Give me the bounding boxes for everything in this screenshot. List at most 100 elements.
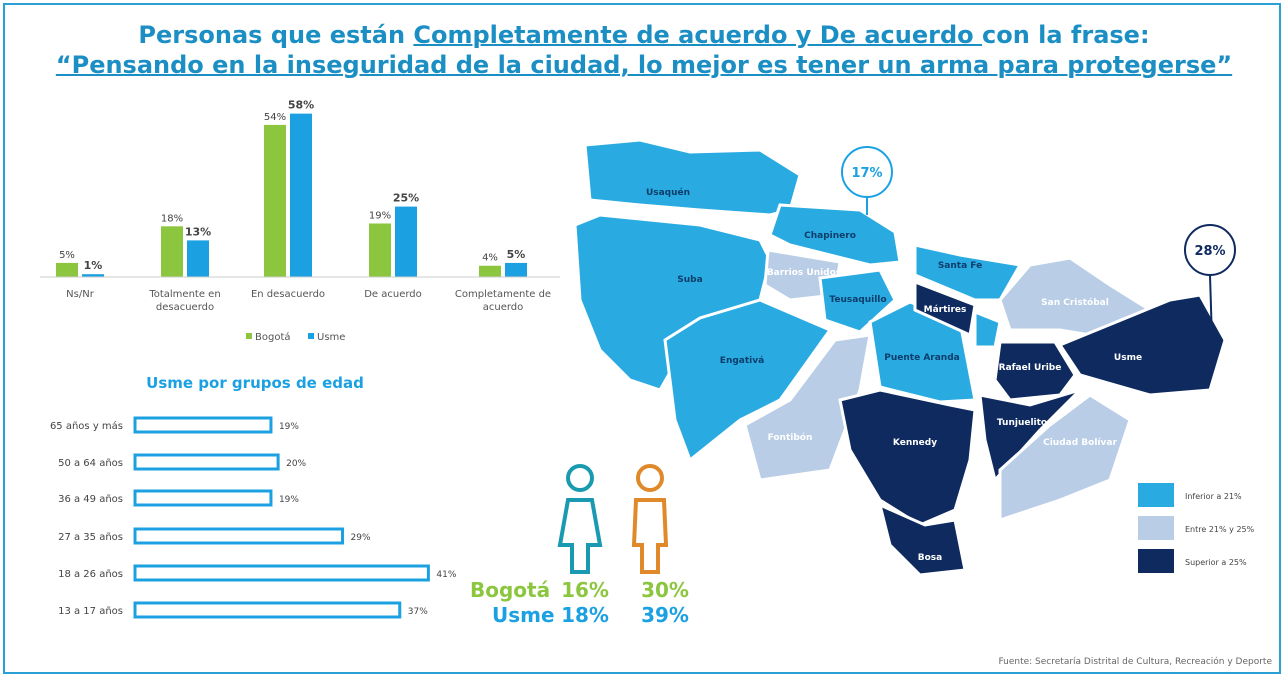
title-emphasis: Completamente de acuerdo y De acuerdo: [413, 21, 982, 49]
map: Usaquén Chapinero Suba Barrios Unidos Teusaq…: [573, 138, 1227, 577]
data-label: 25%: [393, 192, 419, 205]
callout-circle: [841, 146, 893, 198]
district-label: Puente Aranda: [884, 353, 959, 363]
gender-icons: [557, 464, 669, 574]
data-label: 58%: [288, 99, 314, 112]
bar: [264, 124, 286, 278]
male-icon: [631, 464, 669, 574]
data-label: 37%: [408, 607, 428, 617]
legend-swatch: [1138, 516, 1174, 540]
district: [583, 138, 802, 217]
data-label: 29%: [351, 533, 371, 543]
district-label: Mártires: [924, 305, 967, 315]
chart-title: Usme por grupos de edad: [146, 374, 364, 392]
district-label: Chapinero: [804, 231, 856, 241]
bar: [369, 223, 391, 277]
callout-line: [1209, 274, 1213, 341]
header: Personas que están Completamente de acue…: [0, 20, 1288, 80]
district-label: Fontibón: [768, 432, 813, 443]
female-icon: [557, 464, 603, 574]
district-label: Usaquén: [646, 187, 690, 198]
title-tail: con la frase:: [981, 21, 1150, 49]
callout-label: 28%: [1194, 244, 1225, 259]
male-value: 39%: [641, 603, 689, 627]
quote: “Pensando en la inseguridad de la ciudad…: [55, 51, 1233, 79]
data-label: 41%: [436, 570, 456, 580]
legend-label: Bogotá: [255, 331, 291, 343]
y-tick-label: 65 años y más: [50, 420, 123, 432]
bar: [290, 113, 312, 277]
data-label: 4%: [482, 253, 498, 264]
district-label: Tunjuelito: [997, 418, 1047, 428]
x-tick-label: De acuerdo: [364, 289, 422, 300]
antonio-narino: [973, 309, 1002, 349]
data-label: 5%: [59, 250, 75, 261]
district: [663, 298, 833, 463]
legend-swatch: [1138, 483, 1174, 507]
district: [818, 268, 897, 334]
bar: [56, 262, 78, 277]
data-label: 19%: [369, 210, 391, 221]
bar: [133, 489, 273, 507]
district: [1057, 293, 1227, 397]
bar: [479, 265, 501, 277]
female-value: 18%: [561, 603, 609, 627]
legend-label: Superior a 25%: [1185, 558, 1247, 567]
district-label: Kennedy: [893, 438, 937, 448]
title-lead: Personas que están: [138, 21, 414, 49]
district: [768, 203, 902, 267]
bar: [82, 274, 104, 277]
bar: [161, 226, 183, 277]
y-tick-label: 50 a 64 años: [58, 458, 123, 469]
data-label: 1%: [84, 259, 103, 272]
y-tick-label: 18 a 26 años: [58, 569, 123, 580]
district-label: Rafael Uribe: [999, 363, 1062, 373]
male-value: 30%: [641, 578, 689, 602]
legend-label: Entre 21% y 25%: [1185, 525, 1255, 534]
data-label: 19%: [279, 422, 299, 432]
bar: [133, 416, 273, 434]
bar: [133, 601, 402, 619]
district: [838, 388, 977, 527]
bar: [133, 564, 430, 582]
legend-label: Usme: [317, 332, 345, 343]
district-label: Ciudad Bolívar: [1043, 438, 1117, 448]
district: [998, 393, 1132, 523]
frame: [3, 3, 1281, 674]
bar: [187, 240, 209, 277]
legend-label: Inferior a 21%: [1185, 492, 1242, 501]
x-tick-label: En desacuerdo: [250, 289, 326, 300]
district: [877, 502, 967, 577]
bar: [505, 262, 527, 277]
bar: [395, 206, 417, 277]
data-label: 20%: [286, 459, 306, 469]
district: [913, 279, 977, 338]
district-label: Usme: [1114, 353, 1142, 363]
district-label: Bosa: [918, 553, 942, 563]
district-label: Teusaquillo: [829, 295, 886, 305]
data-label: 5%: [507, 248, 526, 261]
x-tick-label: Ns/Nr: [66, 289, 94, 300]
callout-circle: [1184, 224, 1236, 276]
title: Personas que están Completamente de acue…: [0, 20, 1288, 50]
gender-name: Bogotá: [470, 578, 550, 602]
district-label: Santa Fe: [938, 261, 982, 271]
district: [978, 388, 1082, 484]
legend-swatch: [1138, 549, 1174, 573]
data-label: 13%: [185, 225, 211, 238]
bar: [133, 527, 345, 545]
callout-label: 17%: [851, 166, 882, 181]
gender-name: Usme: [492, 603, 555, 627]
subtitle: “Pensando en la inseguridad de la ciudad…: [0, 50, 1288, 80]
source: Fuente: Secretaría Distrital de Cultura,…: [998, 656, 1272, 667]
district-label: Candelaria: [948, 243, 1002, 253]
y-tick-label: 13 a 17 años: [58, 606, 123, 617]
data-label: 54%: [264, 112, 286, 123]
legend-swatch: [246, 333, 252, 339]
district: [868, 300, 977, 404]
female-value: 16%: [561, 578, 609, 602]
district-label: Engativá: [720, 356, 764, 366]
district-label: Suba: [677, 275, 702, 285]
